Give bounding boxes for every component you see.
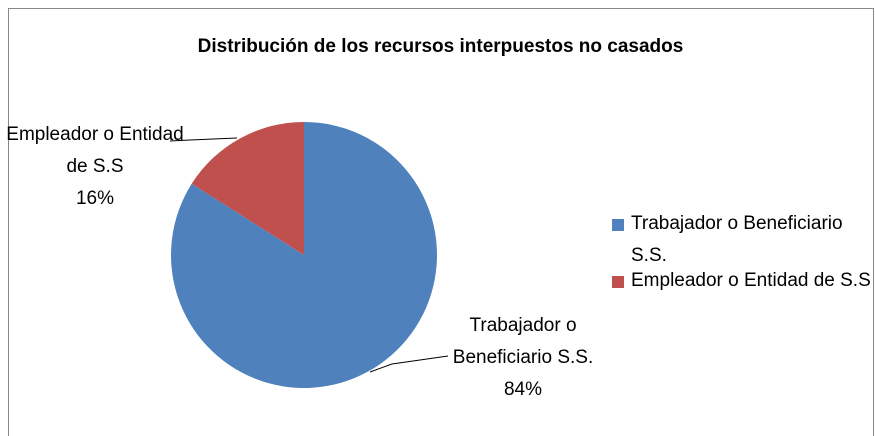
data-label-category: Trabajador o Beneficiario S.S. [452,315,594,368]
pie [171,122,437,388]
legend-label: Empleador o Entidad de S.S [631,270,871,291]
data-label-category: Empleador o Entidad de S.S [6,124,184,177]
chart-title: Distribución de los recursos interpuesto… [197,36,684,57]
data-label-value: 84% [503,379,543,400]
chart-frame [8,8,874,436]
leader-line [369,355,449,373]
pie-slice [191,122,304,255]
leader-line [169,137,238,142]
data-label-value: 16% [75,188,115,209]
legend-label: Trabajador o Beneficiario S.S. [631,213,843,266]
data-label: Empleador o Entidad de S.S 16% [0,119,190,215]
legend-swatch [612,276,624,288]
data-label: Trabajador o Beneficiario S.S. 84% [423,310,623,406]
legend-swatch [612,219,624,231]
